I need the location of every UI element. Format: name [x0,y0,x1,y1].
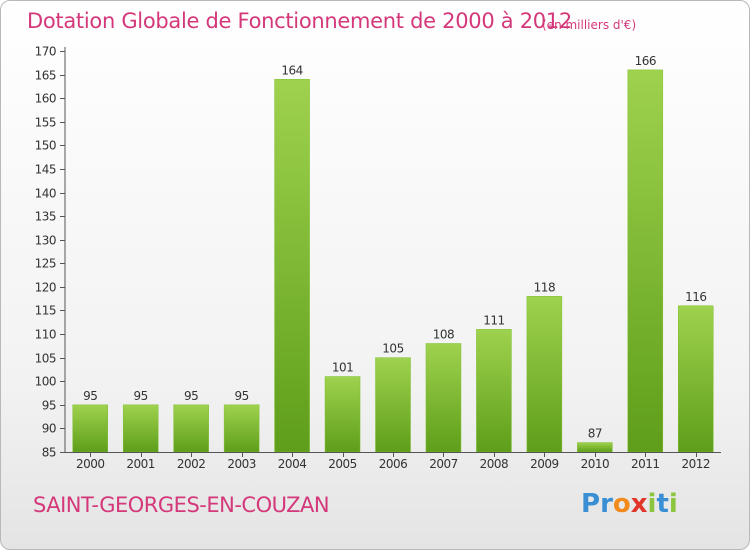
x-tick-label: 2008 [480,457,509,471]
x-tick-label: 2010 [581,457,610,471]
x-tick-label: 2009 [530,457,559,471]
bar-value-label: 87 [588,427,602,441]
logo-letter: P [581,489,601,519]
bar-value-label: 95 [134,389,148,403]
x-tick-label: 2004 [278,457,307,471]
logo-letter: o [612,489,631,519]
x-tick-label: 2002 [177,457,206,471]
bar-2006 [375,357,411,453]
bar-2004 [274,79,310,453]
x-tick-label: 2007 [429,457,458,471]
x-tick-label: 2012 [681,457,710,471]
y-tick-label: 145 [35,163,56,177]
y-tick-label: 155 [35,116,56,130]
y-tick-label: 120 [35,281,56,295]
y-tick-label: 140 [35,187,56,201]
y-tick-label: 160 [35,92,56,106]
bar-2010 [577,442,613,453]
bar-2012 [678,305,714,453]
x-tick-label: 2006 [379,457,408,471]
proxiti-logo[interactable]: Proxiti [581,489,678,519]
y-tick-label: 135 [35,210,56,224]
x-tick-label: 2001 [126,457,155,471]
bar-value-label: 108 [433,327,454,341]
y-tick-label: 110 [35,328,56,342]
x-tick-label: 2003 [227,457,256,471]
y-tick-label: 90 [42,422,56,436]
bar-2011 [627,69,664,453]
y-tick-label: 100 [35,375,56,389]
bar-value-label: 118 [534,280,555,294]
x-tick-label: 2005 [328,457,357,471]
y-tick-label: 95 [42,399,56,413]
y-tick-label: 150 [35,139,56,153]
y-tick-label: 170 [35,45,56,59]
bar-2005 [324,376,361,453]
bar-2007 [425,343,462,453]
chart-subtitle: (en milliers d'€) [542,18,637,32]
bar-2003 [223,404,260,453]
logo-letter: t [656,489,669,519]
y-tick-label: 85 [42,446,56,460]
y-tick-label: 115 [35,304,56,318]
logo-letter: i [668,489,678,519]
bar-2000 [72,404,108,453]
bar-2001 [122,404,159,453]
y-tick-label: 130 [35,234,56,248]
logo-letter: i [647,489,657,519]
bar-2008 [476,329,512,453]
y-tick-label: 165 [35,69,56,83]
y-tick-label: 125 [35,257,56,271]
bar-2009 [526,296,563,453]
logo-letter: r [600,489,613,519]
bar-value-label: 164 [281,63,302,77]
bar-value-label: 95 [83,389,97,403]
bar-value-label: 95 [234,389,248,403]
bar-2002 [173,404,209,453]
chart-title: Dotation Globale de Fonctionnement de 20… [27,9,572,33]
bar-value-label: 166 [635,54,656,68]
bar-value-label: 111 [483,313,504,327]
bar-value-label: 101 [332,361,353,375]
y-tick-label: 105 [35,352,56,366]
bar-value-label: 105 [382,342,403,356]
commune-name: SAINT-GEORGES-EN-COUZAN [33,493,330,517]
x-tick-label: 2000 [76,457,105,471]
bar-value-label: 116 [685,290,706,304]
bar-value-label: 95 [184,389,198,403]
x-tick-label: 2011 [631,457,660,471]
logo-letter: x [630,489,648,519]
